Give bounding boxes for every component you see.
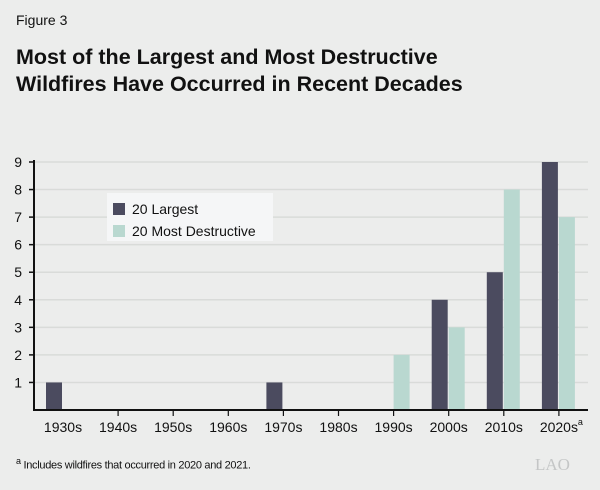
y-tick-label: 4 [14, 292, 22, 308]
footnote-text: Includes wildfires that occurred in 2020… [23, 459, 251, 472]
bar-largest-2020s [541, 162, 558, 410]
bar-largest-2000s [431, 299, 448, 410]
x-tick-label: 1960s [209, 419, 247, 435]
title-line-1: Most of the Largest and Most Destructive [16, 45, 438, 69]
lao-logo: LAO [535, 455, 570, 474]
footnote-marker: a [16, 456, 21, 466]
x-tick-label: 2000s [430, 419, 468, 435]
footnote: a Includes wildfires that occurred in 20… [16, 456, 251, 472]
x-tick-label: 1950s [154, 419, 192, 435]
x-tick-label: 1940s [99, 419, 137, 435]
x-tick-label: 1930s [44, 419, 82, 435]
bar-most-destructive-2010s [503, 189, 520, 410]
legend-swatch [113, 225, 125, 237]
title-line-2: Wildfires Have Occurred in Recent Decade… [16, 72, 463, 96]
bar-most-destructive-1990s [393, 354, 410, 410]
x-tick-label: 1990s [375, 419, 413, 435]
y-tick-label: 6 [14, 237, 22, 253]
bar-largest-1930s [46, 382, 62, 410]
x-tick-label: 2020s [540, 419, 578, 435]
y-tick-label: 3 [14, 319, 22, 335]
y-tick-label: 8 [14, 182, 22, 198]
y-tick-label: 5 [14, 264, 22, 280]
x-tick-label: 2010s [485, 419, 523, 435]
x-tick-label: 1980s [319, 419, 357, 435]
legend-swatch [113, 203, 125, 215]
y-tick-label: 1 [14, 374, 22, 390]
bar-most-destructive-2020s [558, 217, 575, 410]
bar-largest-1970s [266, 382, 283, 410]
chart-title: Most of the Largest and Most Destructive… [16, 44, 586, 98]
bar-most-destructive-2000s [448, 327, 465, 410]
y-tick-label: 9 [14, 154, 22, 170]
legend-label: 20 Most Destructive [132, 223, 256, 239]
legend-box [107, 193, 273, 241]
y-tick-label: 7 [14, 209, 22, 225]
x-label-footnote-marker: a [578, 417, 583, 427]
y-tick-label: 2 [14, 347, 22, 363]
x-tick-label: 1970s [264, 419, 302, 435]
legend-label: 20 Largest [132, 201, 198, 217]
figure-label: Figure 3 [16, 12, 68, 28]
bar-largest-2010s [486, 272, 503, 410]
